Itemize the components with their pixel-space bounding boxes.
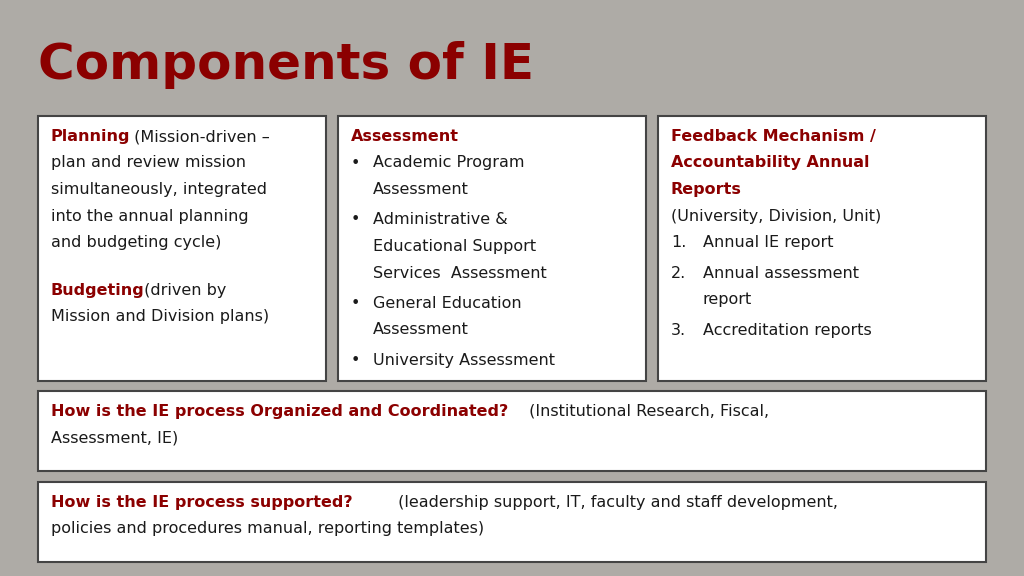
Text: •: • (351, 213, 360, 228)
Text: policies and procedures manual, reporting templates): policies and procedures manual, reportin… (51, 521, 484, 536)
Text: 2.: 2. (671, 266, 686, 281)
Text: General Education: General Education (373, 296, 521, 311)
Text: Services  Assessment: Services Assessment (373, 266, 547, 281)
Text: Administrative &: Administrative & (373, 213, 508, 228)
Text: Annual assessment: Annual assessment (703, 266, 859, 281)
FancyBboxPatch shape (38, 391, 986, 471)
Text: Reports: Reports (671, 182, 741, 197)
Text: and budgeting cycle): and budgeting cycle) (51, 235, 221, 250)
Text: Assessment: Assessment (373, 323, 469, 338)
Text: Accountability Annual: Accountability Annual (671, 156, 869, 170)
Text: simultaneously, integrated: simultaneously, integrated (51, 182, 267, 197)
Text: How is the IE process supported?: How is the IE process supported? (51, 495, 352, 510)
Text: Assessment: Assessment (351, 129, 459, 144)
Text: into the annual planning: into the annual planning (51, 209, 249, 223)
Text: Components of IE: Components of IE (38, 41, 534, 89)
Text: report: report (703, 292, 753, 307)
Text: (Mission-driven –: (Mission-driven – (129, 129, 269, 144)
FancyBboxPatch shape (38, 116, 326, 381)
Text: •: • (351, 156, 360, 170)
Text: Accreditation reports: Accreditation reports (703, 323, 871, 338)
Text: University Assessment: University Assessment (373, 353, 555, 368)
Text: Educational Support: Educational Support (373, 239, 537, 254)
Text: 1.: 1. (671, 235, 686, 250)
Text: •: • (351, 353, 360, 368)
Text: (University, Division, Unit): (University, Division, Unit) (671, 209, 882, 223)
Text: Budgeting: Budgeting (51, 283, 144, 298)
Text: •: • (351, 296, 360, 311)
Text: (leadership support, IT, faculty and staff development,: (leadership support, IT, faculty and sta… (393, 495, 838, 510)
FancyBboxPatch shape (338, 116, 646, 381)
Text: Academic Program: Academic Program (373, 156, 524, 170)
Text: (Institutional Research, Fiscal,: (Institutional Research, Fiscal, (524, 404, 769, 419)
Text: Mission and Division plans): Mission and Division plans) (51, 309, 269, 324)
Text: (driven by: (driven by (139, 283, 226, 298)
Text: Annual IE report: Annual IE report (703, 235, 834, 250)
Text: How is the IE process Organized and Coordinated?: How is the IE process Organized and Coor… (51, 404, 508, 419)
Text: Assessment, IE): Assessment, IE) (51, 430, 178, 445)
Text: 3.: 3. (671, 323, 686, 338)
FancyBboxPatch shape (38, 482, 986, 562)
FancyBboxPatch shape (658, 116, 986, 381)
Text: Feedback Mechanism /: Feedback Mechanism / (671, 129, 876, 144)
Text: Planning: Planning (51, 129, 130, 144)
Text: plan and review mission: plan and review mission (51, 156, 246, 170)
Text: Assessment: Assessment (373, 182, 469, 197)
